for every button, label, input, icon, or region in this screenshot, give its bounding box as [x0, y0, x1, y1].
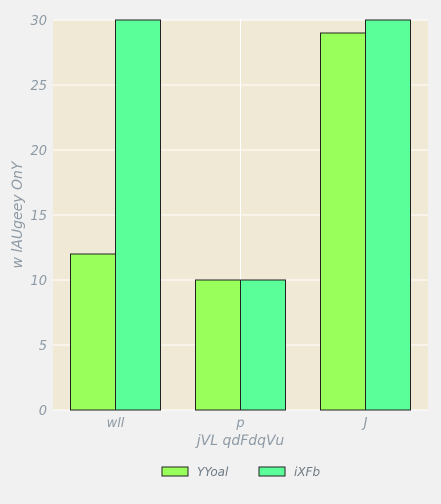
- y-tick-label: 30: [30, 14, 47, 29]
- legend-swatch: [161, 466, 189, 477]
- y-tick-label: 15: [30, 209, 47, 224]
- x-tick-label: J: [361, 416, 368, 431]
- legend: YYoal iXFb: [161, 465, 320, 479]
- x-tick-label: wll: [107, 416, 125, 431]
- bar-iXFb-wll: [115, 19, 161, 411]
- y-axis-label: w lAUgeey OnY: [10, 160, 26, 268]
- y-tick-label: 5: [39, 339, 47, 354]
- x-axis-ticks: wll p J: [107, 416, 368, 431]
- bar-iXFb-J: [365, 19, 411, 411]
- bar-YYoal-wll: [70, 253, 116, 411]
- x-axis-label: jVL qdFdqVu: [195, 433, 285, 449]
- y-axis-ticks: 0 5 10 15 20 25 30: [30, 14, 47, 419]
- legend-label: iXFb: [294, 465, 320, 479]
- bars: [70, 19, 411, 411]
- y-tick-label: 20: [30, 144, 47, 159]
- y-tick-label: 25: [30, 79, 47, 94]
- legend-swatch: [258, 466, 286, 477]
- x-tick-label: p: [235, 416, 244, 431]
- y-tick-label: 0: [39, 404, 47, 419]
- bar-YYoal-J: [320, 32, 366, 411]
- bar-YYoal-p: [195, 279, 241, 411]
- y-tick-label: 10: [30, 274, 47, 289]
- bar-iXFb-p: [240, 279, 286, 411]
- legend-label: YYoal: [197, 465, 229, 479]
